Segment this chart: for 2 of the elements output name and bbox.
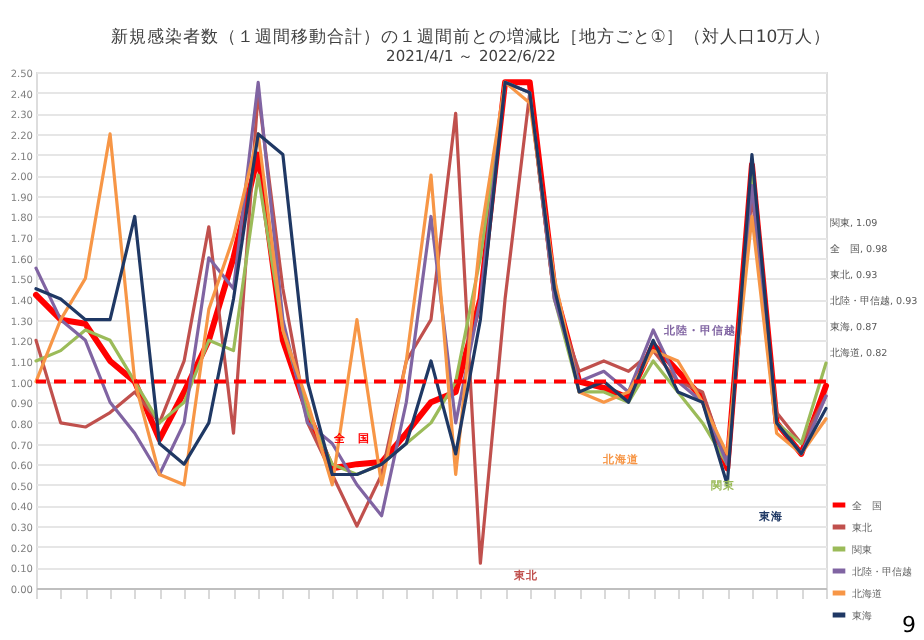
chart-title: 新規感染者数（１週間移動合計）の１週間前との増減比［地方ごと①］（対人口10万人） xyxy=(110,26,832,48)
text: 9 xyxy=(902,612,916,638)
